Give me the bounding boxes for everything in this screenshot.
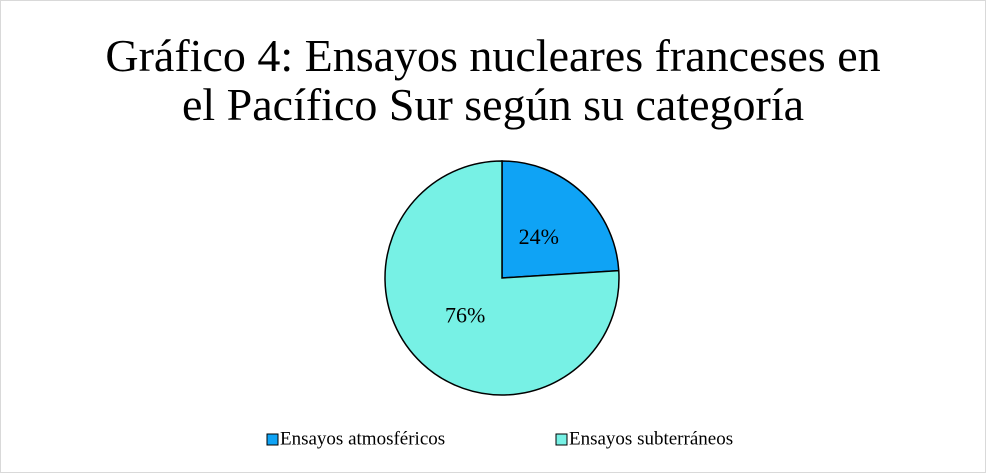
pie-slice [384,160,620,396]
data-label: 76% [445,302,485,327]
legend-label: Ensayos subterráneos [569,428,733,449]
chart-title: Gráfico 4: Ensayos nucleares franceses e… [105,30,881,130]
pie-slice [501,160,620,279]
legend-swatch [555,433,568,446]
legend-swatch [266,433,279,446]
data-label: 24% [519,224,559,249]
legend-label: Ensayos atmosféricos [280,428,445,449]
